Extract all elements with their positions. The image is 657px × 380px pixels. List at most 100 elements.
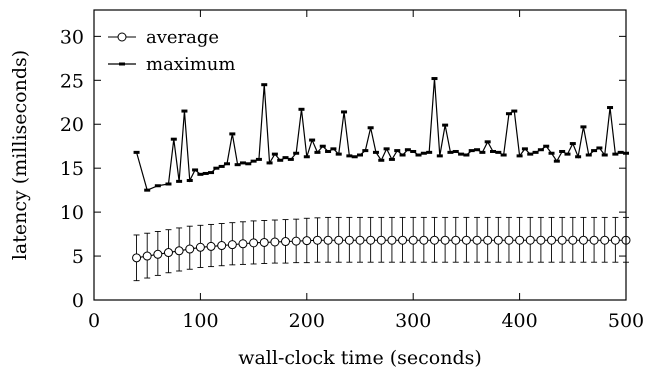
maximum-point [287, 157, 294, 161]
average-point [270, 237, 280, 247]
average-point [355, 235, 365, 245]
maximum-point [277, 158, 284, 162]
maximum-point [479, 150, 486, 154]
maximum-point [319, 144, 326, 148]
maximum-point [250, 159, 257, 163]
maximum-point [234, 163, 241, 167]
maximum-point [436, 154, 443, 158]
maximum-point [585, 153, 592, 157]
maximum-point [548, 151, 555, 155]
average-point [227, 240, 237, 250]
average-point [557, 235, 567, 245]
maximum-point [229, 132, 236, 136]
x-tick-label: 500 [608, 310, 644, 332]
average-point [610, 235, 620, 245]
maximum-point [192, 168, 199, 172]
average-point [387, 235, 397, 245]
maximum-point [181, 109, 188, 113]
maximum-point [543, 144, 550, 148]
maximum-point [495, 150, 502, 154]
average-point [398, 235, 408, 245]
maximum-point [378, 158, 385, 162]
average-point [174, 246, 184, 256]
maximum-point [527, 152, 534, 156]
maximum-point [431, 77, 438, 81]
maximum-point [170, 137, 177, 141]
average-point [185, 244, 195, 254]
average-point [525, 235, 535, 245]
average-point [281, 237, 291, 247]
legend-maximum-marker [119, 62, 125, 66]
maximum-point [575, 155, 582, 159]
average-point [302, 236, 312, 246]
maximum-point [404, 148, 411, 152]
maximum-point [447, 150, 454, 154]
average-point [334, 235, 344, 245]
legend: average maximum [108, 27, 235, 75]
average-point [153, 249, 163, 259]
average-point [419, 235, 429, 245]
maximum-point [362, 149, 369, 153]
maximum-point [271, 152, 278, 156]
maximum-point [197, 172, 204, 176]
maximum-point [516, 154, 523, 158]
maximum-point [282, 156, 289, 160]
maximum-point [383, 147, 390, 151]
average-point [259, 237, 269, 247]
maximum-point [458, 152, 465, 156]
maximum-point [410, 149, 417, 153]
maximum-point [208, 171, 215, 175]
y-tick-label: 0 [72, 290, 84, 312]
maximum-point [553, 159, 560, 163]
maximum-point [245, 162, 252, 166]
average-point [142, 251, 152, 261]
average-point [589, 235, 599, 245]
maximum-point [239, 161, 246, 165]
average-point [472, 235, 482, 245]
maximum-point [176, 179, 183, 183]
maximum-point [165, 182, 172, 186]
average-point [568, 235, 578, 245]
maximum-point [490, 149, 496, 153]
maximum-point [500, 153, 507, 157]
y-axis-label: latency (milliseconds) [9, 50, 31, 260]
maximum-point [261, 83, 268, 87]
maximum-point [532, 150, 539, 154]
plot-frame [93, 9, 627, 301]
average-point [408, 235, 418, 245]
average-point [217, 241, 227, 251]
maximum-point [452, 149, 459, 153]
maximum-point [394, 149, 401, 153]
y-tick-label: 30 [60, 26, 84, 48]
axes: 0 100 200 300 400 500 0 5 10 15 20 25 30 [60, 9, 644, 332]
maximum-point [357, 153, 363, 157]
maximum-point [607, 106, 614, 110]
average-point [483, 235, 493, 245]
average-point [195, 242, 205, 252]
x-axis-label: wall-clock time (seconds) [238, 347, 482, 369]
maximum-point [399, 153, 406, 157]
maximum-point [569, 142, 576, 146]
maximum-point [468, 149, 475, 153]
maximum-point [612, 152, 619, 156]
x-tick-label: 300 [395, 310, 431, 332]
maximum-point [474, 148, 481, 152]
legend-average-label: average [146, 27, 219, 48]
maximum-point [591, 149, 598, 153]
average-point [366, 235, 376, 245]
maximum-point [442, 123, 449, 127]
maximum-point [154, 184, 161, 188]
maximum-point [330, 147, 337, 151]
x-tick-label: 400 [501, 310, 537, 332]
maximum-point [351, 155, 358, 159]
average-point [206, 241, 216, 251]
maximum-point [388, 157, 395, 161]
y-tick-label: 15 [60, 158, 84, 180]
maximum-point [202, 171, 209, 175]
maximum-point [133, 150, 140, 154]
x-tick-label: 100 [182, 310, 218, 332]
maximum-point [224, 162, 230, 166]
y-tick-label: 20 [60, 114, 84, 136]
maximum-point [521, 147, 528, 151]
